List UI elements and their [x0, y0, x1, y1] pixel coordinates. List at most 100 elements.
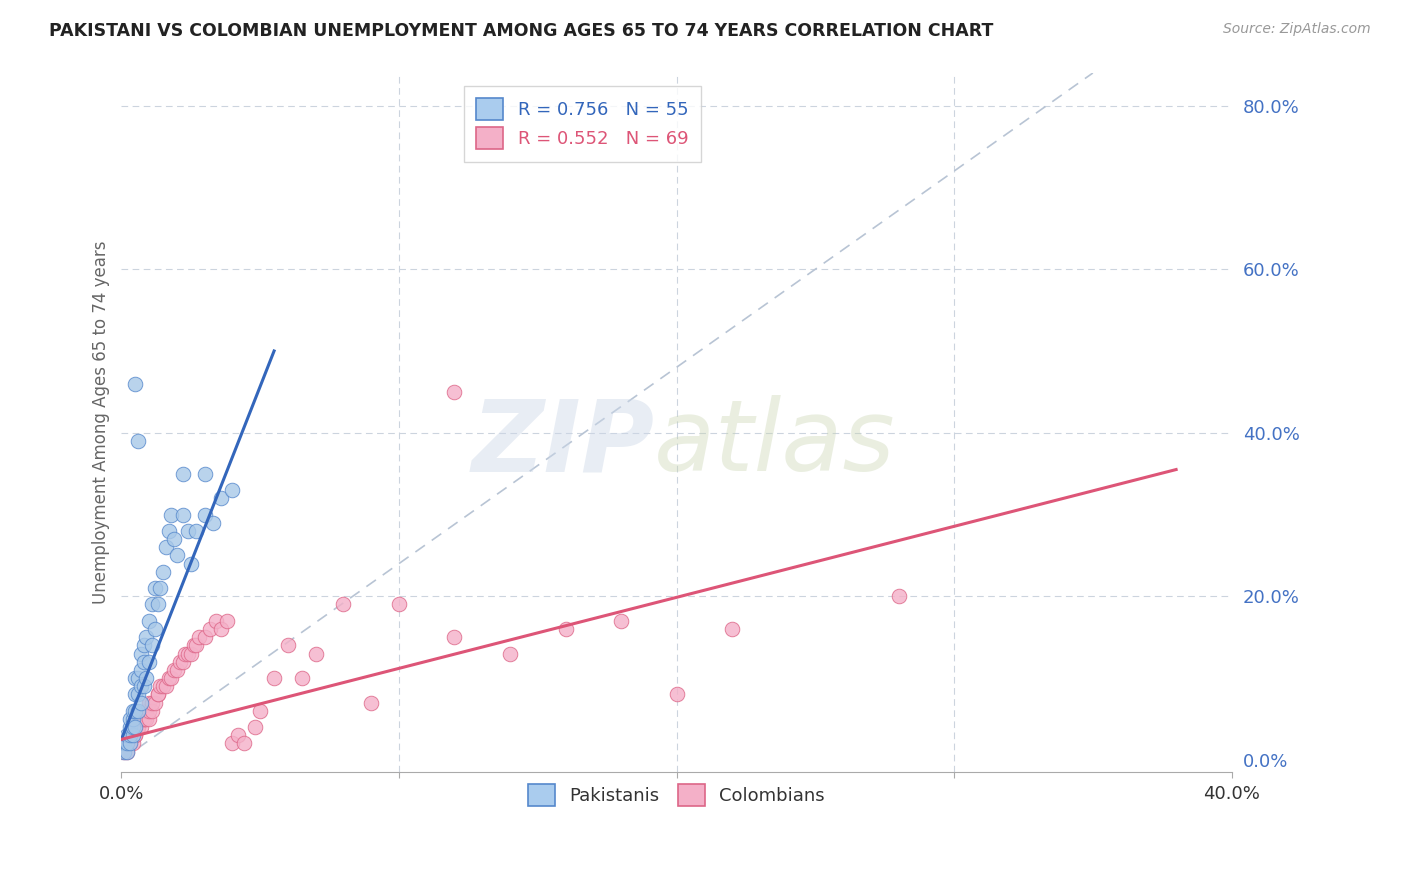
- Point: [172, 508, 194, 522]
- Point: [152, 565, 174, 579]
- Point: [360, 696, 382, 710]
- Point: [135, 671, 157, 685]
- Point: [149, 679, 172, 693]
- Point: [138, 614, 160, 628]
- Point: [146, 687, 169, 701]
- Point: [160, 508, 183, 522]
- Point: [183, 638, 205, 652]
- Point: [221, 483, 243, 497]
- Point: [124, 704, 146, 718]
- Point: [188, 630, 211, 644]
- Point: [141, 598, 163, 612]
- Point: [129, 679, 152, 693]
- Text: atlas: atlas: [654, 395, 896, 492]
- Point: [127, 687, 149, 701]
- Point: [215, 614, 238, 628]
- Point: [118, 736, 141, 750]
- Point: [121, 736, 143, 750]
- Point: [129, 696, 152, 710]
- Point: [209, 491, 232, 505]
- Point: [121, 728, 143, 742]
- Point: [186, 524, 208, 538]
- Point: [388, 598, 411, 612]
- Point: [135, 712, 157, 726]
- Point: [112, 745, 135, 759]
- Point: [118, 728, 141, 742]
- Point: [129, 663, 152, 677]
- Point: [132, 712, 155, 726]
- Point: [118, 728, 141, 742]
- Point: [121, 720, 143, 734]
- Point: [194, 630, 217, 644]
- Text: ZIP: ZIP: [471, 395, 654, 492]
- Point: [118, 736, 141, 750]
- Point: [443, 630, 465, 644]
- Point: [115, 736, 138, 750]
- Point: [121, 728, 143, 742]
- Point: [115, 745, 138, 759]
- Point: [121, 704, 143, 718]
- Text: Source: ZipAtlas.com: Source: ZipAtlas.com: [1223, 22, 1371, 37]
- Point: [138, 696, 160, 710]
- Point: [200, 622, 222, 636]
- Point: [118, 712, 141, 726]
- Point: [138, 704, 160, 718]
- Point: [124, 671, 146, 685]
- Point: [291, 671, 314, 685]
- Point: [721, 622, 744, 636]
- Point: [160, 671, 183, 685]
- Point: [129, 712, 152, 726]
- Point: [115, 745, 138, 759]
- Y-axis label: Unemployment Among Ages 65 to 74 years: Unemployment Among Ages 65 to 74 years: [93, 241, 110, 604]
- Point: [155, 540, 177, 554]
- Point: [194, 467, 217, 481]
- Point: [172, 467, 194, 481]
- Point: [112, 745, 135, 759]
- Point: [135, 630, 157, 644]
- Point: [132, 638, 155, 652]
- Point: [135, 704, 157, 718]
- Point: [124, 720, 146, 734]
- Point: [443, 384, 465, 399]
- Point: [177, 647, 200, 661]
- Point: [141, 638, 163, 652]
- Point: [887, 589, 910, 603]
- Point: [149, 581, 172, 595]
- Point: [332, 598, 354, 612]
- Point: [163, 532, 186, 546]
- Point: [127, 671, 149, 685]
- Point: [124, 728, 146, 742]
- Point: [138, 655, 160, 669]
- Point: [127, 720, 149, 734]
- Point: [610, 614, 633, 628]
- Point: [226, 728, 249, 742]
- Point: [129, 647, 152, 661]
- Point: [249, 704, 271, 718]
- Point: [118, 736, 141, 750]
- Point: [177, 524, 200, 538]
- Point: [141, 704, 163, 718]
- Point: [141, 696, 163, 710]
- Point: [127, 704, 149, 718]
- Point: [232, 736, 254, 750]
- Point: [124, 687, 146, 701]
- Point: [186, 638, 208, 652]
- Point: [112, 736, 135, 750]
- Point: [146, 687, 169, 701]
- Point: [146, 598, 169, 612]
- Point: [204, 614, 226, 628]
- Point: [157, 524, 180, 538]
- Point: [174, 647, 197, 661]
- Legend: Pakistanis, Colombians: Pakistanis, Colombians: [519, 775, 834, 815]
- Point: [152, 679, 174, 693]
- Point: [172, 655, 194, 669]
- Point: [221, 736, 243, 750]
- Point: [143, 696, 166, 710]
- Point: [121, 712, 143, 726]
- Point: [157, 671, 180, 685]
- Point: [166, 549, 188, 563]
- Point: [118, 720, 141, 734]
- Point: [180, 557, 202, 571]
- Point: [115, 736, 138, 750]
- Point: [112, 736, 135, 750]
